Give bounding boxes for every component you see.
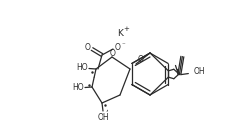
Text: O: O	[138, 56, 144, 64]
Text: HO: HO	[76, 64, 88, 72]
Text: ,: ,	[93, 70, 95, 78]
Text: O: O	[110, 48, 116, 58]
Text: O: O	[115, 43, 121, 53]
Text: ⁻: ⁻	[121, 42, 125, 48]
Text: ,: ,	[106, 103, 108, 113]
Text: +: +	[123, 26, 129, 32]
Text: O: O	[85, 43, 91, 53]
Text: OH: OH	[97, 113, 109, 121]
Text: K: K	[117, 29, 123, 37]
Text: OH: OH	[193, 67, 205, 76]
Text: HO: HO	[72, 83, 84, 92]
